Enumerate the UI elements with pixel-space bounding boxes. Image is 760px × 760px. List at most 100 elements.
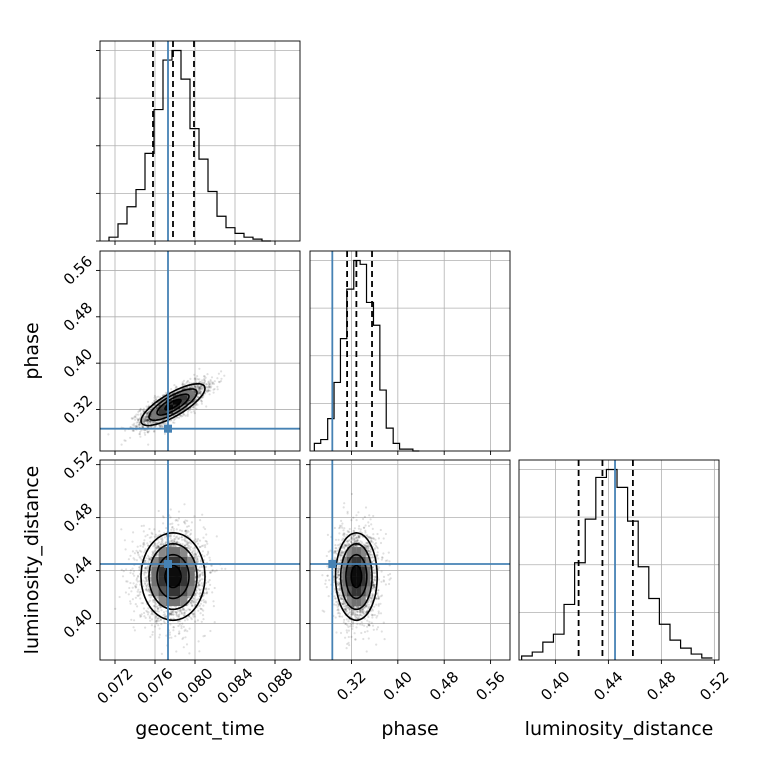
sample-point (206, 542, 209, 545)
contour-2sigma (140, 383, 206, 427)
sample-point (168, 631, 171, 634)
sample-point (132, 429, 135, 432)
sample-point (213, 586, 216, 590)
sample-point (194, 386, 197, 389)
sample-point (136, 425, 139, 429)
density-cell (158, 404, 166, 410)
sample-point (155, 605, 159, 608)
sample-point (201, 513, 204, 516)
sample-point (201, 379, 204, 382)
sample-point (202, 609, 205, 612)
sample-point (207, 587, 210, 591)
sample-point (148, 615, 151, 618)
sample-point (177, 614, 180, 617)
sample-point (147, 420, 150, 423)
sample-point (145, 418, 148, 421)
sample-point (143, 418, 146, 421)
contour-1.5sigma (148, 388, 198, 422)
sample-point (192, 615, 195, 618)
sample-point (193, 613, 196, 616)
sample-point (186, 386, 189, 389)
sample-point (187, 525, 190, 528)
sample-point (196, 384, 200, 387)
sample-point (179, 620, 182, 623)
sample-point (152, 598, 155, 602)
sample-point (147, 411, 150, 414)
sample-point (196, 559, 199, 562)
sample-point (129, 569, 132, 572)
sample-point (199, 574, 202, 577)
sample-point (149, 577, 152, 581)
sample-point (172, 527, 175, 530)
sample-point (143, 539, 146, 542)
sample-point (175, 611, 178, 614)
sample-point (145, 417, 148, 420)
sample-point (143, 573, 146, 576)
sample-point (190, 618, 193, 621)
sample-point (173, 535, 176, 538)
sample-point (142, 524, 145, 527)
sample-point (149, 635, 152, 639)
sample-point (170, 544, 173, 548)
sample-point (171, 611, 174, 614)
sample-point (134, 425, 137, 428)
sample-point (194, 552, 197, 555)
sample-point (196, 581, 200, 584)
sample-point (207, 385, 211, 388)
sample-point (143, 420, 146, 423)
sample-point (143, 417, 147, 420)
sample-point (199, 545, 202, 549)
y-tick-label: 0.32 (60, 391, 96, 427)
sample-point (132, 626, 135, 629)
sample-point (164, 541, 167, 544)
sample-point (129, 600, 132, 603)
sample-point (217, 380, 221, 383)
sample-point (151, 550, 154, 553)
density-cell (158, 409, 166, 415)
sample-point (152, 552, 155, 555)
sample-point (153, 430, 156, 433)
sample-point (145, 571, 148, 574)
sample-point (127, 558, 130, 561)
sample-point (193, 515, 196, 518)
sample-point (198, 604, 201, 607)
sample-point (146, 533, 149, 537)
sample-point (178, 630, 181, 633)
sample-point (188, 596, 191, 599)
sample-point (148, 590, 152, 593)
sample-point (136, 590, 139, 593)
sample-point (149, 596, 152, 599)
sample-point (161, 394, 164, 397)
sample-point (206, 390, 210, 393)
sample-point (176, 540, 179, 543)
sample-point (146, 610, 149, 614)
sample-point (138, 593, 141, 596)
sample-point (180, 536, 183, 539)
sample-point (157, 617, 160, 620)
sample-point (155, 617, 158, 620)
sample-point (147, 588, 150, 591)
sample-point (200, 385, 203, 388)
sample-point (138, 432, 141, 435)
sample-point (151, 421, 154, 424)
panel-frame (99, 250, 301, 452)
sample-point (174, 536, 178, 539)
sample-point (203, 375, 206, 378)
sample-point (164, 615, 167, 618)
sample-point (202, 604, 205, 607)
sample-point (185, 609, 188, 612)
sample-point (165, 634, 168, 637)
sample-point (188, 541, 191, 544)
sample-point (140, 424, 143, 427)
sample-point (186, 380, 189, 383)
sample-point (169, 508, 172, 511)
sample-point (169, 613, 172, 616)
sample-point (173, 537, 176, 541)
density-cell (173, 395, 181, 400)
sample-point (193, 385, 196, 388)
sample-point (183, 383, 186, 386)
sample-point (189, 546, 192, 549)
sample-point (205, 389, 208, 392)
sample-point (155, 544, 158, 547)
